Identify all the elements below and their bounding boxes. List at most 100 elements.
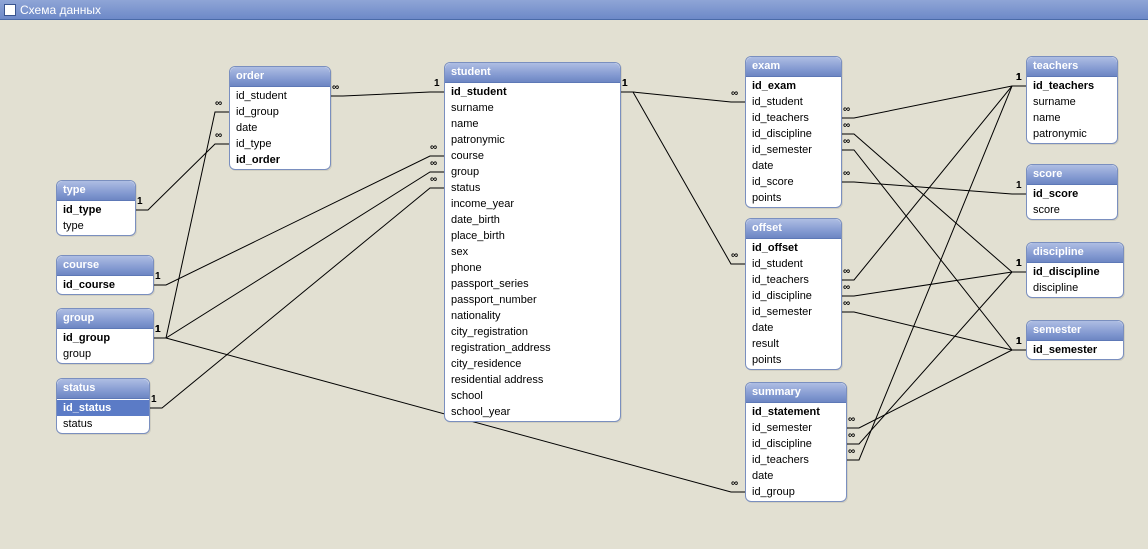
field-id_score[interactable]: id_score	[746, 174, 841, 190]
cardinality-label: ∞	[843, 266, 850, 277]
field-date[interactable]: date	[746, 320, 841, 336]
field-id_discipline[interactable]: id_discipline	[1027, 264, 1123, 280]
field-patronymic[interactable]: patronymic	[445, 132, 620, 148]
table-header[interactable]: summary	[746, 383, 846, 403]
field-surname[interactable]: surname	[1027, 94, 1117, 110]
field-id_student[interactable]: id_student	[445, 84, 620, 100]
field-date_birth[interactable]: date_birth	[445, 212, 620, 228]
field-id_semester[interactable]: id_semester	[1027, 342, 1123, 358]
cardinality-label: 1	[155, 324, 161, 335]
table-header[interactable]: offset	[746, 219, 841, 239]
field-id_group[interactable]: id_group	[57, 330, 153, 346]
field-course[interactable]: course	[445, 148, 620, 164]
field-id_exam[interactable]: id_exam	[746, 78, 841, 94]
field-name[interactable]: name	[1027, 110, 1117, 126]
table-summary[interactable]: summaryid_statementid_semesterid_discipl…	[745, 382, 847, 502]
schema-canvas[interactable]: typeid_typetypecourseid_coursegroupid_gr…	[0, 20, 1148, 549]
field-id_order[interactable]: id_order	[230, 152, 330, 168]
table-header[interactable]: exam	[746, 57, 841, 77]
field-place_birth[interactable]: place_birth	[445, 228, 620, 244]
field-status[interactable]: status	[57, 416, 149, 432]
field-id_group[interactable]: id_group	[746, 484, 846, 500]
field-id_type[interactable]: id_type	[57, 202, 135, 218]
table-score[interactable]: scoreid_scorescore	[1026, 164, 1118, 220]
field-date[interactable]: date	[746, 468, 846, 484]
field-city_registration[interactable]: city_registration	[445, 324, 620, 340]
table-header[interactable]: order	[230, 67, 330, 87]
table-header[interactable]: semester	[1027, 321, 1123, 341]
field-school[interactable]: school	[445, 388, 620, 404]
field-id_discipline[interactable]: id_discipline	[746, 288, 841, 304]
field-passport_series[interactable]: passport_series	[445, 276, 620, 292]
field-id_teachers[interactable]: id_teachers	[746, 452, 846, 468]
table-header[interactable]: type	[57, 181, 135, 201]
field-nationality[interactable]: nationality	[445, 308, 620, 324]
field-id_teachers[interactable]: id_teachers	[746, 272, 841, 288]
cardinality-label: ∞	[215, 98, 222, 109]
field-city_residence[interactable]: city_residence	[445, 356, 620, 372]
table-course[interactable]: courseid_course	[56, 255, 154, 295]
field-group[interactable]: group	[445, 164, 620, 180]
table-semester[interactable]: semesterid_semester	[1026, 320, 1124, 360]
field-registration_address[interactable]: registration_address	[445, 340, 620, 356]
field-school_year[interactable]: school_year	[445, 404, 620, 420]
field-date[interactable]: date	[746, 158, 841, 174]
field-points[interactable]: points	[746, 190, 841, 206]
field-list: id_scorescore	[1027, 185, 1117, 219]
table-header[interactable]: status	[57, 379, 149, 399]
field-income_year[interactable]: income_year	[445, 196, 620, 212]
field-type[interactable]: type	[57, 218, 135, 234]
field-id_semester[interactable]: id_semester	[746, 142, 841, 158]
field-id_group[interactable]: id_group	[230, 104, 330, 120]
field-date[interactable]: date	[230, 120, 330, 136]
table-header[interactable]: group	[57, 309, 153, 329]
table-discipline[interactable]: disciplineid_disciplinediscipline	[1026, 242, 1124, 298]
table-student[interactable]: studentid_studentsurnamenamepatronymicco…	[444, 62, 621, 422]
table-status[interactable]: statusid_statusstatus	[56, 378, 150, 434]
field-sex[interactable]: sex	[445, 244, 620, 260]
field-discipline[interactable]: discipline	[1027, 280, 1123, 296]
field-name[interactable]: name	[445, 116, 620, 132]
field-residential-address[interactable]: residential address	[445, 372, 620, 388]
field-id_score[interactable]: id_score	[1027, 186, 1117, 202]
field-id_teachers[interactable]: id_teachers	[1027, 78, 1117, 94]
field-passport_number[interactable]: passport_number	[445, 292, 620, 308]
field-id_teachers[interactable]: id_teachers	[746, 110, 841, 126]
field-phone[interactable]: phone	[445, 260, 620, 276]
table-header[interactable]: discipline	[1027, 243, 1123, 263]
table-header[interactable]: teachers	[1027, 57, 1117, 77]
field-id_student[interactable]: id_student	[230, 88, 330, 104]
field-list: id_examid_studentid_teachersid_disciplin…	[746, 77, 841, 207]
cardinality-label: ∞	[215, 130, 222, 141]
table-type[interactable]: typeid_typetype	[56, 180, 136, 236]
field-id_discipline[interactable]: id_discipline	[746, 126, 841, 142]
cardinality-label: ∞	[843, 282, 850, 293]
field-score[interactable]: score	[1027, 202, 1117, 218]
field-group[interactable]: group	[57, 346, 153, 362]
table-header[interactable]: course	[57, 256, 153, 276]
table-offset[interactable]: offsetid_offsetid_studentid_teachersid_d…	[745, 218, 842, 370]
field-id_student[interactable]: id_student	[746, 94, 841, 110]
table-header[interactable]: student	[445, 63, 620, 83]
field-id_discipline[interactable]: id_discipline	[746, 436, 846, 452]
table-group[interactable]: groupid_groupgroup	[56, 308, 154, 364]
field-patronymic[interactable]: patronymic	[1027, 126, 1117, 142]
field-id_student[interactable]: id_student	[746, 256, 841, 272]
field-id_status[interactable]: id_status	[57, 400, 149, 416]
field-id_offset[interactable]: id_offset	[746, 240, 841, 256]
table-order[interactable]: orderid_studentid_groupdateid_typeid_ord…	[229, 66, 331, 170]
field-id_semester[interactable]: id_semester	[746, 304, 841, 320]
table-teachers[interactable]: teachersid_teacherssurnamenamepatronymic	[1026, 56, 1118, 144]
field-result[interactable]: result	[746, 336, 841, 352]
field-id_type[interactable]: id_type	[230, 136, 330, 152]
field-surname[interactable]: surname	[445, 100, 620, 116]
field-id_course[interactable]: id_course	[57, 277, 153, 293]
field-id_semester[interactable]: id_semester	[746, 420, 846, 436]
table-exam[interactable]: examid_examid_studentid_teachersid_disci…	[745, 56, 842, 208]
field-points[interactable]: points	[746, 352, 841, 368]
field-id_statement[interactable]: id_statement	[746, 404, 846, 420]
field-list: id_semester	[1027, 341, 1123, 359]
field-status[interactable]: status	[445, 180, 620, 196]
cardinality-label: ∞	[843, 168, 850, 179]
table-header[interactable]: score	[1027, 165, 1117, 185]
